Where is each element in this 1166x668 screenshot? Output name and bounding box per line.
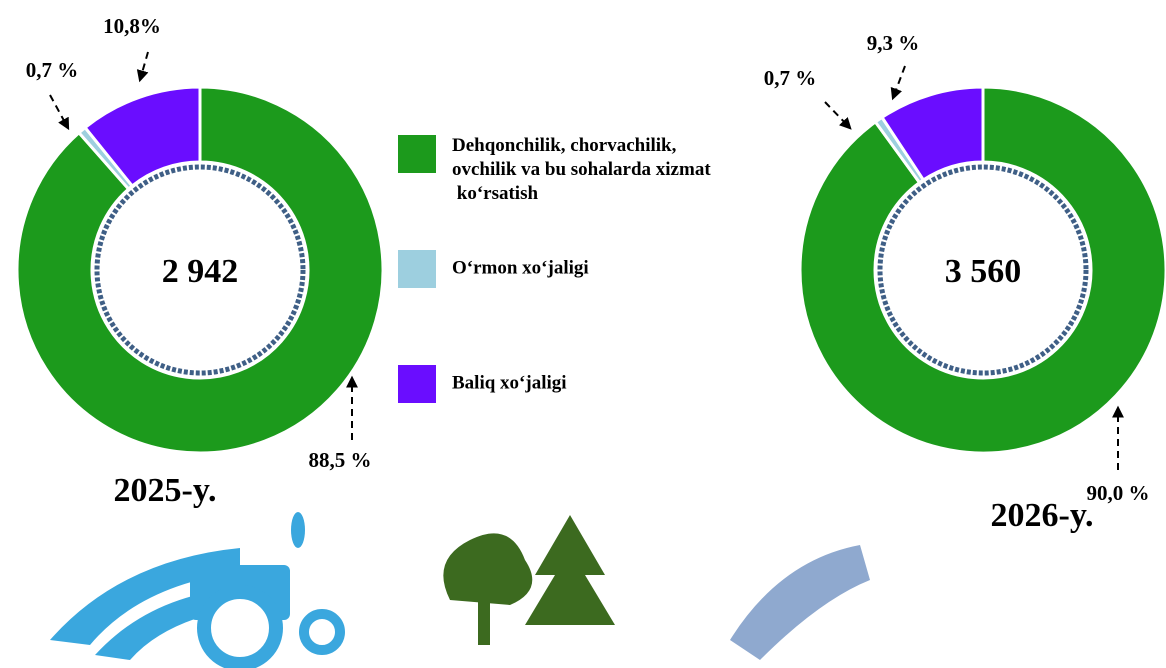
donut-slice (879, 85, 985, 182)
donut-slice (798, 85, 1166, 455)
year-label: 2025-y. (114, 472, 217, 509)
year-label: 2026-y. (991, 497, 1094, 534)
value-label: 10,8% (103, 14, 161, 38)
value-label: 0,7 % (764, 66, 817, 90)
donut-slice (15, 85, 385, 455)
legend-swatch (398, 250, 436, 288)
inner-ring (94, 164, 306, 376)
donut-slice (83, 85, 202, 189)
legend-label: O‘rmon xo‘jaligi (452, 257, 589, 278)
value-label: 0,7 % (26, 58, 79, 82)
legend: Dehqonchilik, chorvachilik, ovchilik va b… (398, 135, 711, 403)
total-label: 3 560 (945, 253, 1022, 290)
value-label: 90,0 % (1087, 481, 1150, 505)
value-label: 9,3 % (867, 31, 920, 55)
icons (50, 512, 870, 668)
legend-swatch (398, 365, 436, 403)
legend-swatch (398, 135, 436, 173)
legend-label: Dehqonchilik, chorvachilik, ovchilik va b… (452, 135, 711, 204)
arrows (49, 51, 1124, 470)
inner-ring (877, 164, 1089, 376)
legend-label: Baliq xo‘jaligi (452, 372, 567, 393)
value-label: 88,5 % (309, 448, 372, 472)
total-label: 2 942 (162, 253, 239, 290)
